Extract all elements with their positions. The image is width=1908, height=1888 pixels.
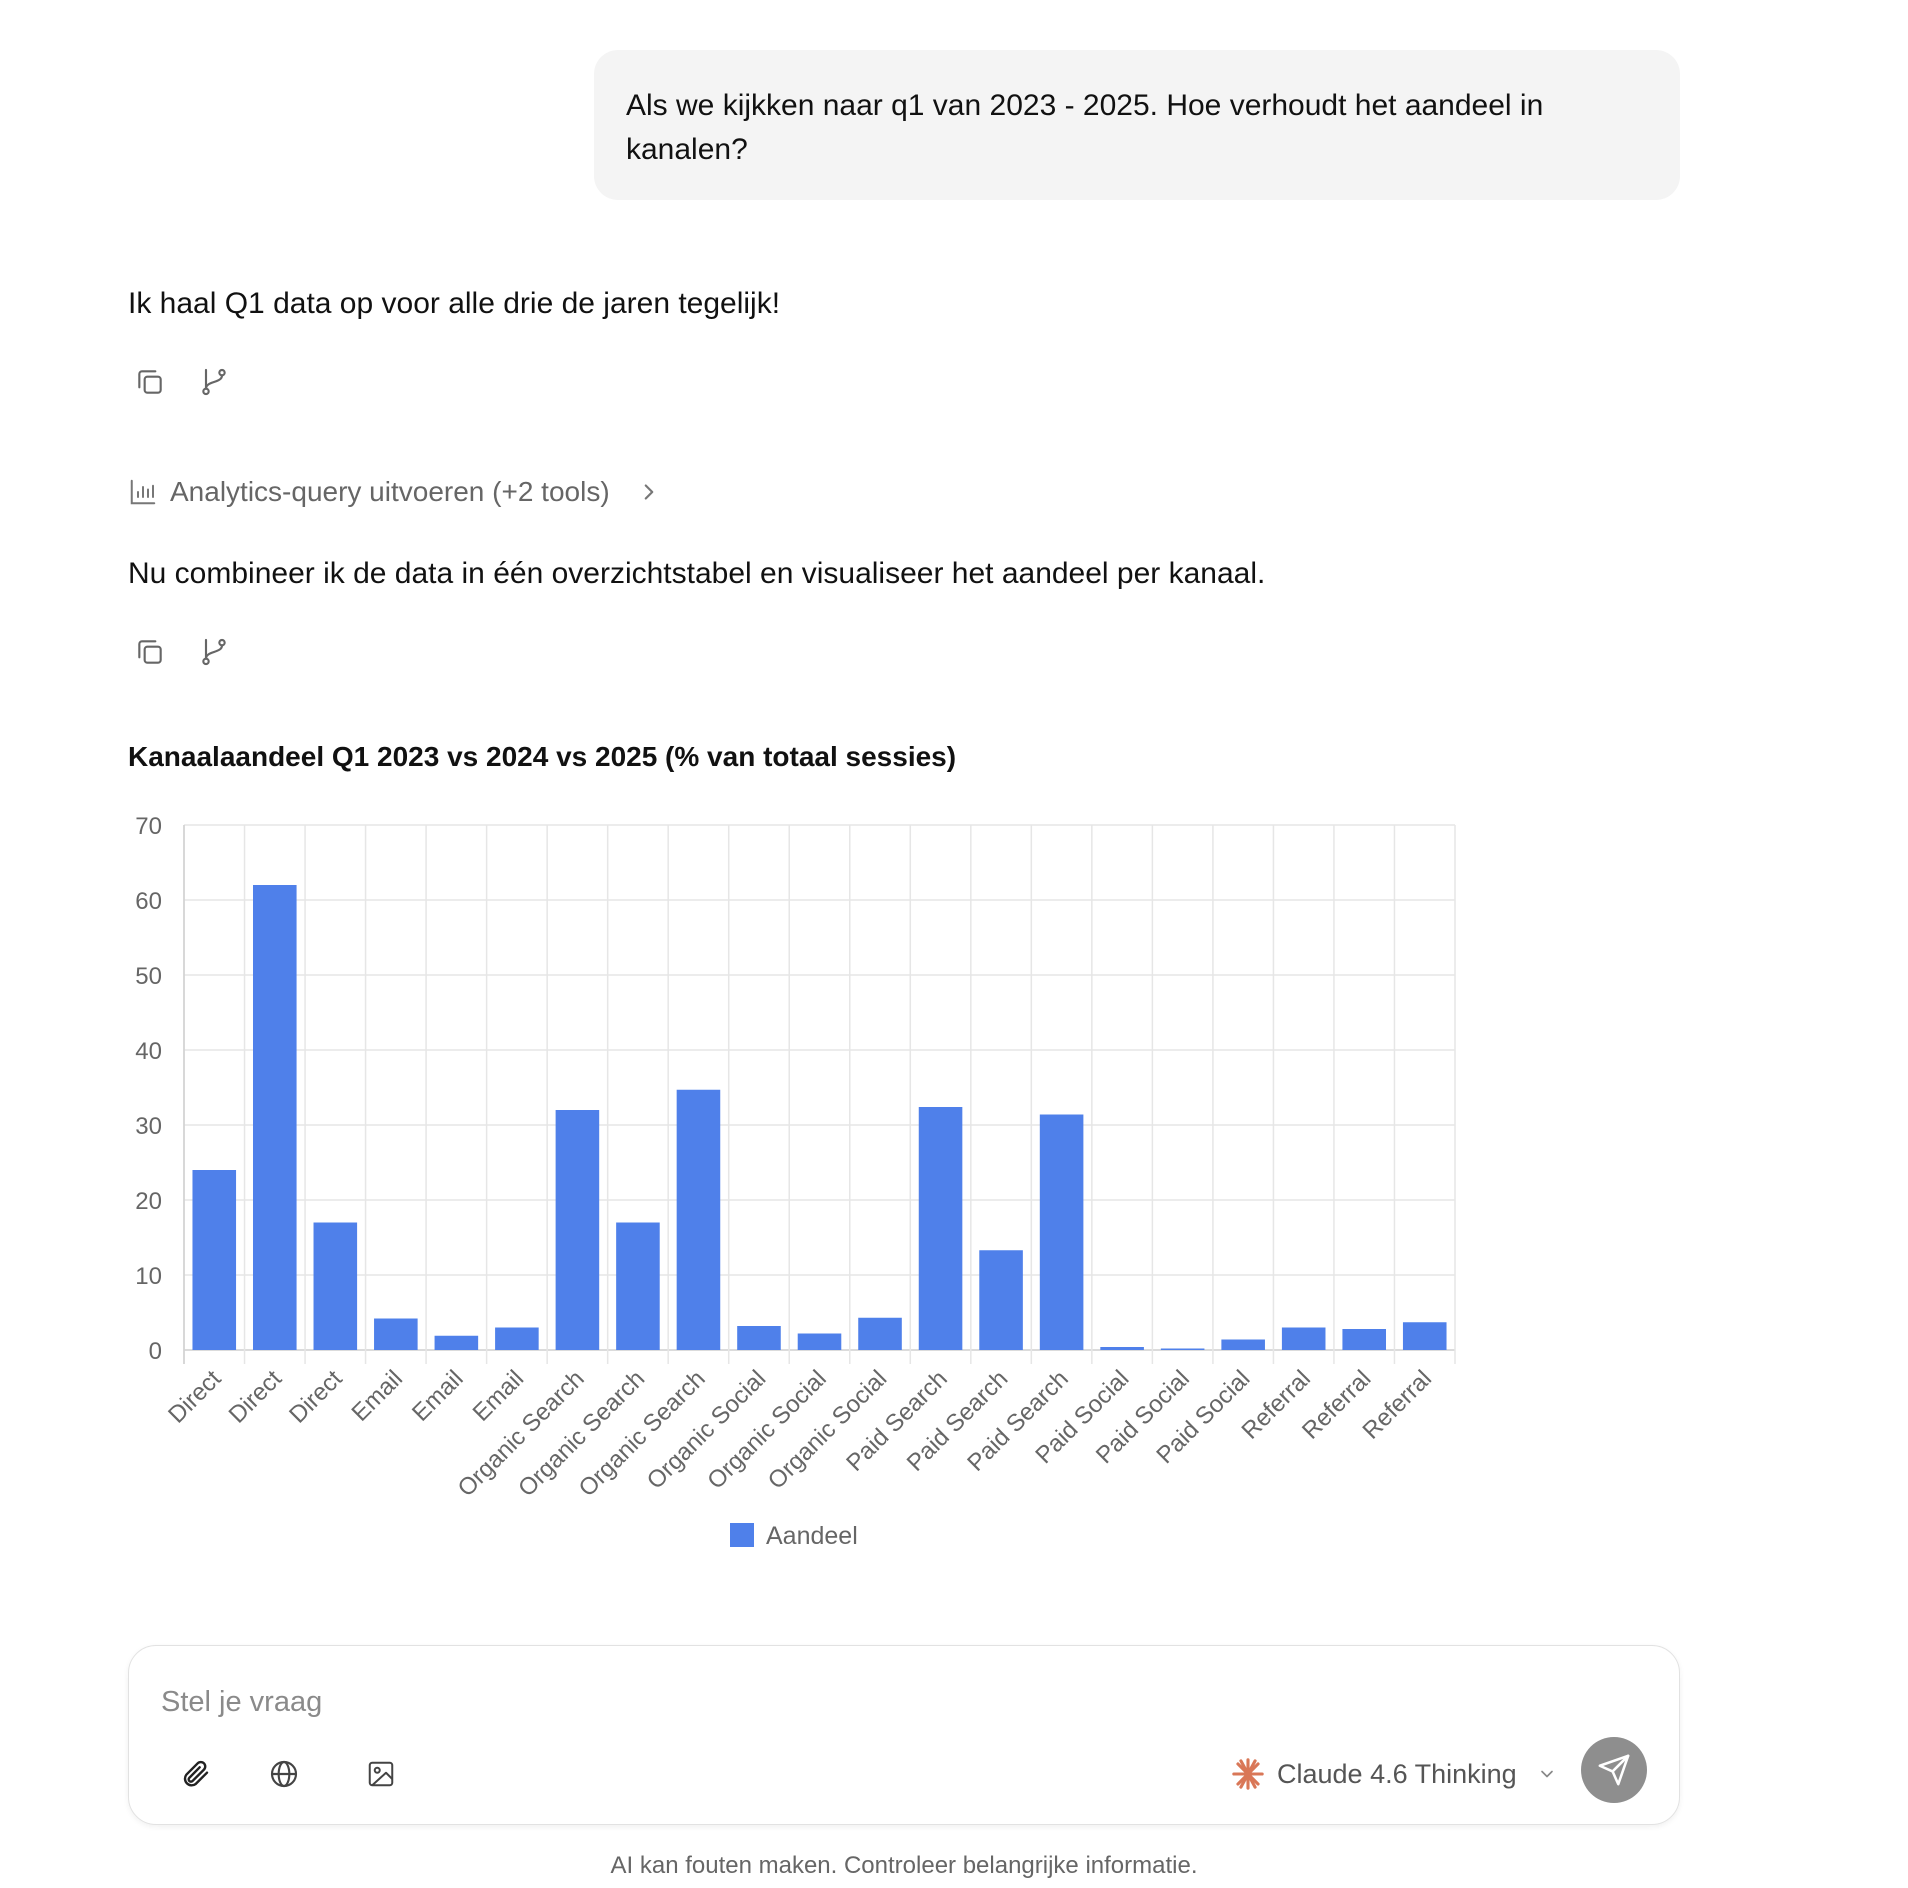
bar [918, 1107, 963, 1350]
y-tick-label: 20 [135, 1188, 162, 1215]
bar [676, 1089, 721, 1350]
copy-icon [138, 370, 162, 394]
y-tick-label: 30 [135, 1113, 162, 1140]
legend-label: Aandeel [766, 1522, 858, 1550]
x-tick-label: Email [407, 1365, 469, 1427]
bar [313, 1222, 358, 1350]
send-icon [1598, 1754, 1630, 1786]
paperclip-icon [183, 1760, 209, 1787]
y-tick-label: 40 [135, 1038, 162, 1065]
branch-button[interactable] [192, 630, 236, 674]
bar [1039, 1114, 1084, 1350]
chevron-down-icon [1540, 1770, 1553, 1778]
tool-call-label: Analytics-query uitvoeren (+2 tools) [170, 476, 610, 507]
bar [495, 1327, 539, 1350]
chat-input[interactable] [159, 1676, 1463, 1728]
bar [797, 1333, 842, 1350]
git-branch-icon [202, 638, 226, 666]
user-message-bubble: Als we kijkken naar q1 van 2023 - 2025. … [594, 50, 1680, 200]
assistant-message: Nu combineer ik de data in één overzicht… [128, 557, 1266, 590]
x-tick-label: Direct [224, 1365, 288, 1429]
model-name: Claude 4.6 Thinking [1277, 1758, 1517, 1789]
bar [1342, 1329, 1387, 1350]
disclaimer: AI kan fouten maken. Controleer belangri… [610, 1852, 1198, 1879]
y-tick-label: 10 [135, 1263, 162, 1290]
composer: Claude 4.6 Thinking [128, 1645, 1680, 1825]
bar [1221, 1339, 1265, 1350]
copy-button[interactable] [128, 630, 172, 674]
x-tick-label: Email [347, 1365, 409, 1427]
message-actions [128, 360, 236, 404]
copy-icon [138, 640, 162, 664]
bar [1160, 1348, 1205, 1350]
attach-button[interactable] [171, 1750, 219, 1798]
bar-chart-icon [130, 479, 156, 505]
bar [1281, 1327, 1326, 1350]
y-tick-label: 70 [135, 813, 162, 840]
send-button[interactable] [1581, 1737, 1647, 1803]
model-selector[interactable]: Claude 4.6 Thinking [1231, 1750, 1557, 1798]
user-message-text: Als we kijkken naar q1 van 2023 - 2025. … [626, 89, 1544, 166]
image-upload-button[interactable] [357, 1750, 405, 1798]
bar [737, 1326, 781, 1350]
image-icon [368, 1761, 394, 1787]
copy-button[interactable] [128, 360, 172, 404]
bar [616, 1222, 660, 1350]
x-tick-label: Direct [284, 1365, 348, 1429]
legend-swatch [730, 1523, 754, 1547]
bar [374, 1318, 418, 1350]
branch-button[interactable] [192, 360, 236, 404]
bar [252, 885, 297, 1350]
bar [1402, 1322, 1447, 1350]
x-tick-label: Referral [1358, 1365, 1437, 1444]
message-actions [128, 630, 236, 674]
chevron-right-icon [644, 484, 653, 500]
git-branch-icon [202, 368, 226, 396]
claude-logo-icon [1232, 1758, 1264, 1790]
bar [192, 1170, 237, 1350]
bar [434, 1335, 479, 1350]
tool-call-toggle[interactable]: Analytics-query uitvoeren (+2 tools) [128, 472, 662, 512]
y-tick-label: 60 [135, 888, 162, 915]
x-tick-label: Direct [163, 1365, 227, 1429]
bar-chart: 010203040506070DirectDirectDirectEmailEm… [135, 813, 1456, 1550]
y-tick-label: 0 [149, 1338, 162, 1365]
assistant-message: Ik haal Q1 data op voor alle drie de jar… [128, 287, 781, 320]
globe-icon [270, 1760, 298, 1788]
bar [979, 1250, 1023, 1350]
web-search-button[interactable] [260, 1750, 308, 1798]
y-tick-label: 50 [135, 963, 162, 990]
chart-title: Kanaalaandeel Q1 2023 vs 2024 vs 2025 (%… [128, 741, 957, 772]
bar [1100, 1347, 1144, 1350]
bar [858, 1317, 902, 1350]
bar [555, 1110, 600, 1350]
